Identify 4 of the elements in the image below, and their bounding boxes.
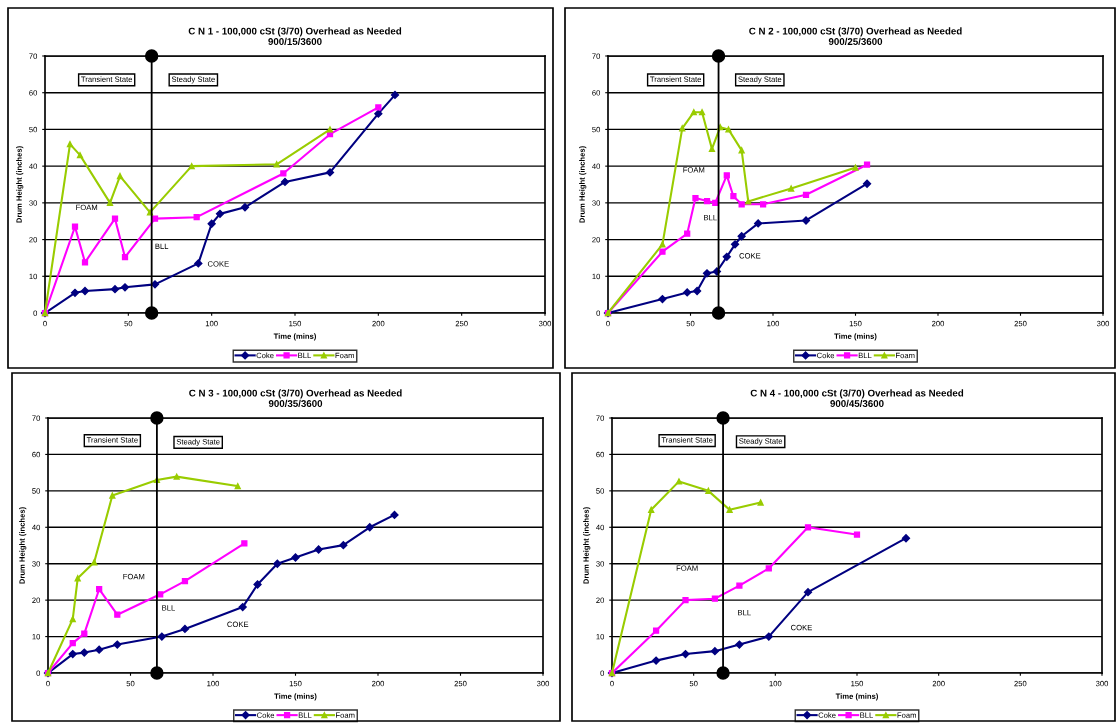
chart-title: C N 1 - 100,000 cSt (3/70) Overhead as Needed 900/15/3600 bbox=[188, 27, 402, 46]
chart-title: C N 4 - 100,000 cSt (3/70) Overhead as Needed 900/45/3600 bbox=[750, 389, 964, 408]
chart-title: C N 2 - 100,000 cSt (3/70) Overhead as Needed 900/25/3600 bbox=[749, 27, 962, 46]
chart-title: C N 3 - 100,000 cSt (3/70) Overhead as Needed 900/35/3600 bbox=[189, 389, 402, 408]
